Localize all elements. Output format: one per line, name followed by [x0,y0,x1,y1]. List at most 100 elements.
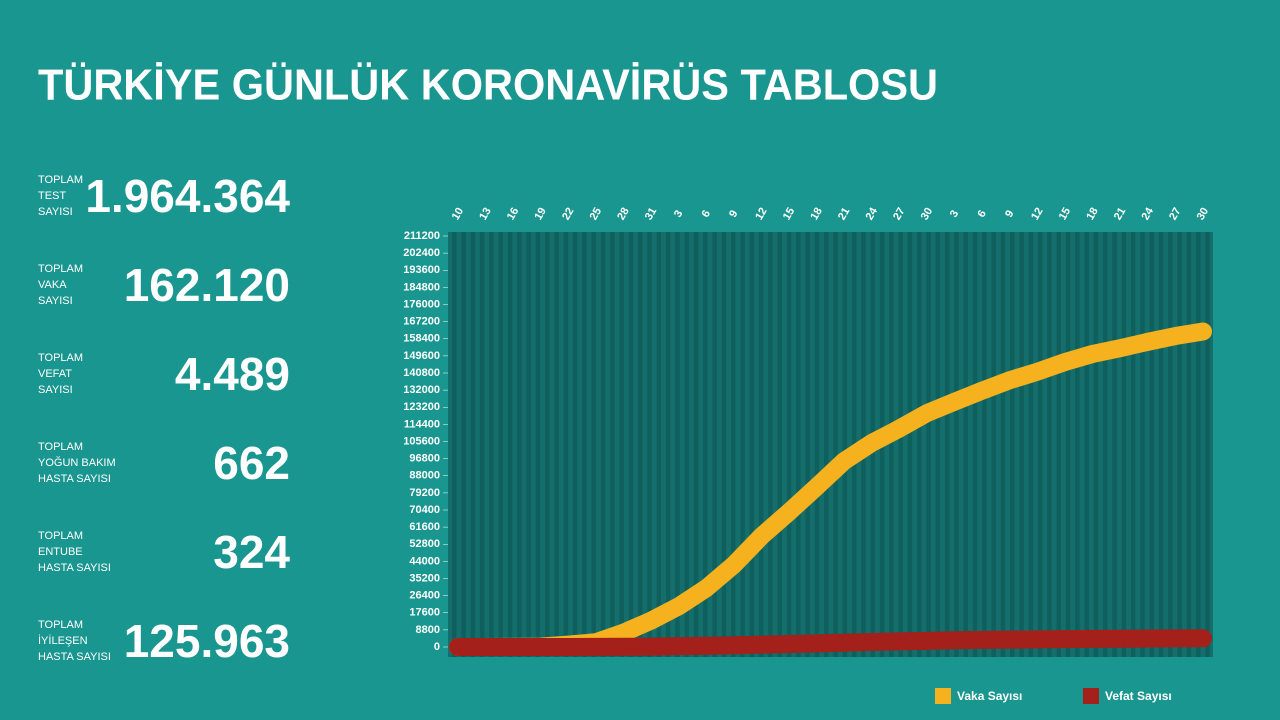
stripe [814,232,820,657]
stripe [600,232,606,657]
x-tick-label: 16 [505,206,522,223]
y-tick-label: 8800 [416,624,440,636]
stripe [591,232,596,657]
stripe [582,232,587,657]
stat-label: ENTUBE [38,546,83,558]
x-tick-label: 13 [477,206,494,223]
stripe [479,232,485,657]
x-tick-label: 10 [450,206,467,223]
stat-value: 162.120 [124,259,290,311]
stripe [972,232,978,657]
x-tick-label: 21 [1112,206,1129,223]
stripe [1010,232,1015,657]
stripe [1130,232,1136,657]
y-tick-label: 158400 [403,333,440,345]
stat-label: TOPLAM [38,263,83,275]
stripe [721,232,727,657]
x-tick-label: 15 [781,206,798,223]
legend-swatch [1083,688,1099,704]
stripe [647,232,652,657]
x-tick-label: 19 [532,206,549,223]
stripe [963,232,968,657]
stripe [1056,232,1061,657]
x-tick-label: 18 [808,206,825,223]
stat-label: VEFAT [38,368,72,380]
stripe [535,232,541,657]
x-tick-label: 12 [1029,206,1046,223]
stat-label: İYİLEŞEN [38,634,88,647]
y-tick-label: 79200 [409,487,440,499]
y-tick-label: 88000 [409,470,440,482]
y-tick-label: 140800 [403,367,440,379]
y-tick-label: 70400 [409,504,440,516]
stripe [1037,232,1043,657]
stat-value: 324 [213,526,290,578]
stat-label: HASTA SAYISI [38,562,111,574]
stripe [545,232,550,657]
x-tick-label: 21 [836,206,853,223]
plot-area [448,232,1213,657]
stripe [1186,232,1192,657]
legend-label: Vaka Sayısı [957,689,1022,703]
stripe [935,232,941,657]
stripe [740,232,745,657]
stripe [1084,232,1089,657]
x-tick-label: 18 [1084,206,1101,223]
x-tick-label: 27 [1167,206,1184,223]
y-tick-label: 149600 [403,350,440,362]
stripe [489,232,494,657]
x-tick-label: 12 [753,206,770,223]
stripe [517,232,522,657]
stripe [1177,232,1182,657]
stripe [1000,232,1006,657]
y-tick-label: 202400 [403,247,440,259]
stripe [1196,232,1201,657]
stripe [954,232,959,657]
stat-label: SAYISI [38,206,73,218]
stripe [1028,232,1034,657]
x-tick-label: 24 [1139,205,1156,222]
stripe [991,232,996,657]
stat-label: TOPLAM [38,530,83,542]
y-tick-label: 26400 [409,590,440,602]
stripe [944,232,950,657]
x-tick-label: 31 [643,206,660,223]
stat-value: 4.489 [175,348,290,400]
y-tick-label: 184800 [403,281,440,293]
stripe [712,232,717,657]
y-tick-label: 211200 [404,230,440,242]
stripe [907,232,913,657]
y-tick-label: 123200 [403,401,440,413]
stripe [777,232,782,657]
stripe [507,232,513,657]
stat-label: SAYISI [38,295,73,307]
stripe [786,232,792,657]
stripe [1093,232,1099,657]
stripe [693,232,699,657]
stat-label: TOPLAM [38,174,83,186]
stripe [796,232,801,657]
stripe [470,232,476,657]
stripe [1168,232,1173,657]
stat-label: TOPLAM [38,441,83,453]
stripe [758,232,764,657]
stripe [1047,232,1052,657]
y-tick-label: 193600 [403,264,440,276]
stripe [675,232,680,657]
y-tick-label: 105600 [403,435,440,447]
stripe [917,232,922,657]
stat-value: 1.964.364 [85,170,290,222]
stripe [842,232,848,657]
y-tick-label: 35200 [409,572,440,584]
x-tick-label: 27 [891,206,908,223]
stripe [498,232,503,657]
x-tick-label: 6 [975,208,988,219]
y-tick-label: 132000 [403,384,440,396]
chart-title: TÜRKİYE GÜNLÜK KORONAVİRÜS TABLOSU [38,61,938,110]
stripe [1149,232,1154,657]
x-tick-label: 25 [588,206,605,223]
stripe [1112,232,1117,657]
x-tick-label: 3 [948,208,961,219]
stripe [684,232,689,657]
y-tick-label: 52800 [409,538,440,550]
